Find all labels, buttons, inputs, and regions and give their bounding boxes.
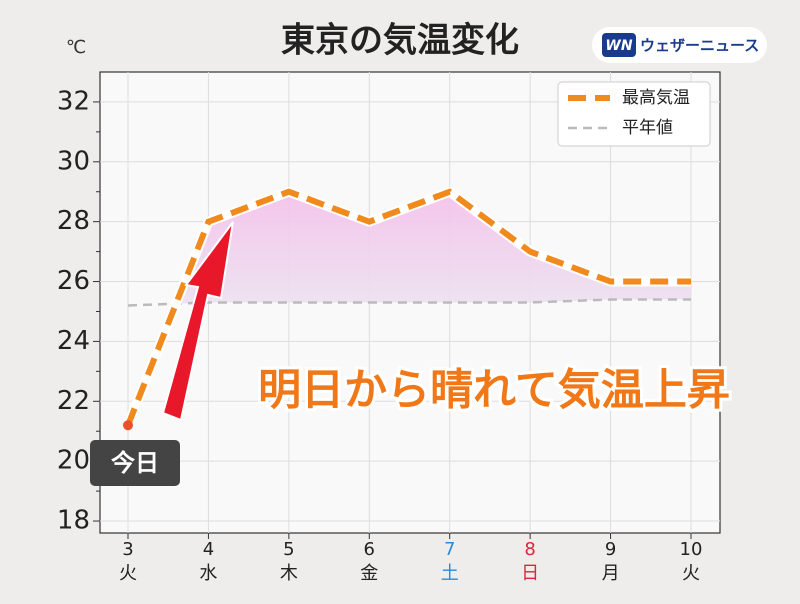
legend-label: 最高気温 [622, 88, 690, 108]
unit-label: ℃ [66, 37, 86, 58]
max-line [125, 188, 691, 427]
normal-line [127, 298, 691, 307]
x-weekday-label: 金 [360, 563, 378, 584]
x-weekday-label: 火 [682, 563, 700, 584]
y-tick-label: 32 [57, 86, 90, 116]
x-weekday-label: 木 [280, 563, 298, 584]
x-tick-label: 7 [444, 539, 455, 560]
x-tick-label: 4 [203, 539, 214, 560]
y-tick-label: 28 [57, 206, 90, 236]
x-tick-label: 5 [283, 539, 294, 560]
warm-area [176, 191, 691, 304]
chart-title: 東京の気温変化 [281, 21, 519, 61]
x-tick-label: 10 [680, 539, 703, 560]
x-tick-label: 6 [364, 539, 375, 560]
x-weekday-label: 月 [602, 563, 620, 584]
marks [123, 186, 691, 431]
x-tick-label: 3 [122, 539, 133, 560]
y-tick-label: 18 [57, 506, 90, 536]
y-tick-label: 22 [57, 386, 90, 416]
x-tick-label: 8 [524, 539, 535, 560]
today-box [90, 440, 180, 486]
headline: 明日から晴れて気温上昇 [258, 366, 730, 416]
legend-label: 平年値 [622, 118, 673, 138]
y-tick-label: 30 [57, 146, 90, 176]
x-weekday-label: 水 [199, 563, 217, 584]
x-weekday-label: 土 [441, 563, 459, 584]
x-weekday-label: 日 [521, 563, 539, 584]
brand-name: ウェザーニュース [640, 37, 759, 55]
y-tick-label: 20 [57, 446, 90, 476]
today-label: 今日 [111, 449, 159, 477]
y-tick-label: 24 [57, 326, 90, 356]
x-tick-label: 9 [605, 539, 616, 560]
today-point [123, 420, 133, 431]
y-tick-label: 26 [57, 266, 90, 296]
arrow [161, 221, 234, 422]
brand-logo [602, 33, 636, 57]
x-weekday-label: 火 [119, 563, 137, 584]
brand-mark: WN [605, 38, 632, 54]
